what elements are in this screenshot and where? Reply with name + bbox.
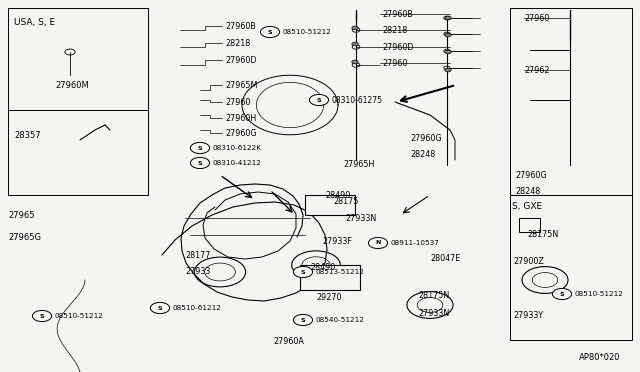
Circle shape [445,33,451,37]
Circle shape [293,266,312,278]
Text: 27960A: 27960A [273,337,304,346]
Text: AP80*020: AP80*020 [579,353,620,362]
Text: 27960B: 27960B [225,22,256,31]
Text: 08510-51212: 08510-51212 [283,29,332,35]
Text: S: S [40,314,44,318]
Bar [510,8,632,195]
Text: 28047E: 28047E [430,253,460,263]
Text: 08510-51212: 08510-51212 [55,313,104,319]
Bar [8,110,148,195]
Text: 28357: 28357 [14,131,40,140]
Circle shape [352,42,358,46]
Circle shape [309,94,328,106]
Bar [305,195,355,215]
Text: 27960G: 27960G [515,170,547,180]
Text: S: S [268,29,272,35]
Text: 27960: 27960 [524,13,549,22]
Text: N: N [375,241,381,246]
Text: S: S [560,292,564,296]
Circle shape [552,288,572,299]
Text: S: S [301,269,305,275]
Text: 27960: 27960 [382,58,408,67]
Text: 27933Y: 27933Y [513,311,543,320]
Text: 27960D: 27960D [382,42,413,51]
Text: 08310-41212: 08310-41212 [212,160,262,166]
Text: 27965: 27965 [8,211,35,219]
Text: 28218: 28218 [225,38,250,48]
Text: 28248: 28248 [515,186,540,196]
Bar [300,265,360,290]
Text: 27960D: 27960D [225,55,257,64]
Text: 27960G: 27960G [225,128,257,138]
Text: 27933F: 27933F [322,237,352,247]
Circle shape [191,157,210,169]
Text: 28218: 28218 [382,26,407,35]
Text: 27960G: 27960G [410,134,442,142]
Text: 27900Z: 27900Z [513,257,544,266]
Circle shape [33,310,52,321]
Text: 27965H: 27965H [343,160,374,169]
Text: 27960B: 27960B [382,10,413,19]
Circle shape [352,60,358,64]
Circle shape [191,142,210,154]
Text: 28175N: 28175N [418,292,449,301]
Text: S: S [198,145,202,151]
Circle shape [445,68,451,72]
Text: 27933: 27933 [185,267,211,276]
Text: S, GXE: S, GXE [512,202,542,211]
Bar [8,8,148,110]
Text: 28490: 28490 [310,263,335,273]
Circle shape [352,26,358,30]
Text: 28248: 28248 [410,150,435,158]
Text: S: S [317,97,321,103]
Text: USA, S, E: USA, S, E [14,17,55,26]
Text: 08510-51212: 08510-51212 [575,291,623,297]
Text: S: S [198,160,202,166]
Circle shape [445,50,451,54]
Text: 08513-51212: 08513-51212 [316,269,365,275]
Circle shape [369,237,388,248]
Bar [510,195,632,340]
Text: S: S [301,317,305,323]
Text: 27933N: 27933N [418,308,449,317]
Text: S: S [157,305,163,311]
Text: 28490: 28490 [325,190,350,199]
Circle shape [260,26,280,38]
Text: 08911-10537: 08911-10537 [391,240,440,246]
Circle shape [150,302,170,314]
Text: 27960M: 27960M [55,80,89,90]
Text: 27933N: 27933N [345,214,376,222]
Circle shape [445,16,451,20]
Text: 08310-61275: 08310-61275 [332,96,383,105]
Text: 08510-61212: 08510-61212 [173,305,221,311]
Text: 28177: 28177 [185,250,211,260]
Text: 27960H: 27960H [225,113,256,122]
Text: 28175N: 28175N [527,230,558,238]
Text: 28175: 28175 [333,198,358,206]
Text: 27960: 27960 [225,97,250,106]
Text: 27965G: 27965G [8,232,41,241]
Circle shape [293,314,312,326]
Text: 27965M: 27965M [225,80,257,90]
Text: 29270: 29270 [316,294,342,302]
Text: 08540-51212: 08540-51212 [316,317,365,323]
Text: 27962: 27962 [524,65,550,74]
Bar [519,218,540,232]
Text: 08310-6122K: 08310-6122K [212,145,262,151]
